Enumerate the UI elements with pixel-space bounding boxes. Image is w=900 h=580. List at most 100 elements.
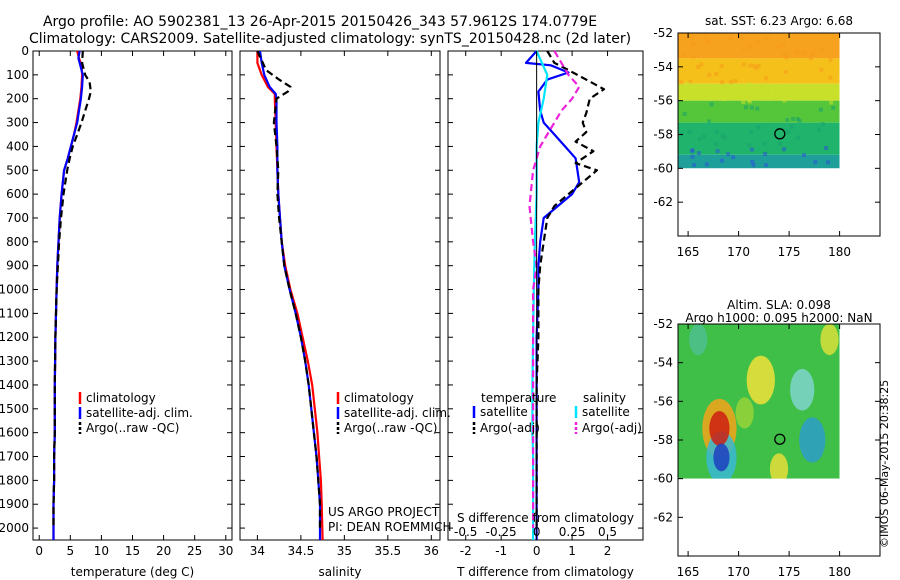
sst-pixel xyxy=(681,53,686,58)
sst-pixel xyxy=(826,160,831,165)
legend-label: Argo(..raw -QC) xyxy=(86,421,179,435)
x-tick-label: 20 xyxy=(156,544,171,558)
sst-pixel xyxy=(785,117,790,122)
x-tick-label: 1 xyxy=(568,544,576,558)
sst-pixel xyxy=(707,72,712,77)
profile-panels: 0 5 10 15 20 25 300100200300400500600700800900… xyxy=(0,44,644,579)
profile-panel-1: 0 5 10 15 20 25 300100200300400500600700800900… xyxy=(0,44,233,579)
sst-pixel xyxy=(696,65,701,70)
legend-label: Argo(-adj) xyxy=(480,421,540,435)
y-tick-label: -60 xyxy=(653,472,673,486)
sst-pixel xyxy=(714,142,719,147)
sst-pixel xyxy=(772,84,777,89)
sst-pixel xyxy=(719,64,724,69)
sst-pixel xyxy=(706,119,711,124)
series-line xyxy=(528,50,581,529)
sst-pixel xyxy=(731,155,736,160)
sst-pixel xyxy=(739,37,744,42)
s-tick-label: 0.5 xyxy=(598,525,617,539)
x-tick-label: 34 xyxy=(250,544,265,558)
y-tick-label: 1200 xyxy=(0,330,29,344)
x-tick-label: 180 xyxy=(828,245,851,259)
sst-pixel xyxy=(824,145,829,150)
x-tick-label: 35.5 xyxy=(374,544,401,558)
x-tick-label: 25 xyxy=(187,544,202,558)
sst-pixel xyxy=(741,62,746,67)
sla-anomaly xyxy=(709,411,730,446)
y-tick-label: 400 xyxy=(6,139,29,153)
sst-pixel xyxy=(782,98,787,103)
s-tick-label: 0.25 xyxy=(559,525,586,539)
sst-pixel xyxy=(766,96,771,101)
sst-pixel xyxy=(726,152,731,157)
y-tick-label: 1100 xyxy=(0,306,29,320)
legend-header-salinity: salinity xyxy=(583,391,626,405)
figure-title-line-2: Climatology: CARS2009. Satellite-adjuste… xyxy=(29,31,631,47)
sst-pixel xyxy=(703,33,708,38)
panel-frame xyxy=(239,50,441,541)
copyright-stamp: ©IMOS 06-May-2015 20:38:25 xyxy=(878,380,891,548)
x-tick-label: 0 xyxy=(35,544,43,558)
sst-pixel xyxy=(757,91,762,96)
series-line xyxy=(531,50,549,540)
series-line xyxy=(256,50,322,529)
sst-pixel xyxy=(682,111,687,116)
x-tick-label: 30 xyxy=(218,544,233,558)
sst-pixel xyxy=(748,63,753,68)
sst-pixel xyxy=(687,130,692,135)
y-tick-label: 700 xyxy=(6,211,29,225)
y-tick-label: 300 xyxy=(6,116,29,130)
sla-anomaly xyxy=(769,453,789,479)
y-tick-label: 1900 xyxy=(0,497,29,511)
series-line xyxy=(52,50,92,529)
sst-pixel xyxy=(686,81,691,86)
sst-pixel xyxy=(715,149,720,154)
sst-pixel xyxy=(714,71,719,76)
y-tick-label: -56 xyxy=(653,94,673,108)
legend-label: Argo(..raw -QC) xyxy=(344,421,437,435)
x-tick-label: 170 xyxy=(727,565,750,579)
map-panels: 165 170 175 180 -52 -54 -56 -58 -60 -62 sat. SST: … xyxy=(653,14,881,579)
sst-pixel xyxy=(699,62,704,67)
x-axis-label: T difference from climatology xyxy=(456,565,634,579)
sst-pixel xyxy=(817,87,822,92)
y-tick-label: 900 xyxy=(6,259,29,273)
sst-pixel xyxy=(770,86,775,91)
sla-anomaly xyxy=(799,417,826,463)
sst-pixel xyxy=(810,52,815,57)
sst-pixel xyxy=(722,97,727,102)
map-data xyxy=(678,33,840,169)
map-title: Altim. SLA: 0.098 xyxy=(727,298,831,312)
sla-anomaly xyxy=(820,324,839,356)
x-tick-label: 170 xyxy=(727,245,750,259)
y-tick-label: -62 xyxy=(653,195,673,209)
sst-pixel xyxy=(780,84,785,89)
s-tick-label: 0 xyxy=(533,525,541,539)
sst-pixel xyxy=(828,75,833,80)
sst-pixel xyxy=(808,56,813,61)
sst-pixel xyxy=(819,46,824,51)
sst-pixel xyxy=(702,134,707,139)
sst-pixel xyxy=(690,35,695,40)
argo-position-marker xyxy=(774,433,786,445)
y-tick-label: -62 xyxy=(653,510,673,524)
project-label: US ARGO PROJECT xyxy=(328,505,440,519)
x-tick-label: 2 xyxy=(604,544,612,558)
sst-pixel xyxy=(749,90,754,95)
y-tick-label: 1300 xyxy=(0,354,29,368)
y-tick-label: 1800 xyxy=(0,473,29,487)
sst-pixel xyxy=(784,55,789,60)
sst-pixel xyxy=(751,163,756,168)
map-subtitle: Argo h1000: 0.095 h2000: NaN xyxy=(685,311,872,325)
sst-pixel xyxy=(755,106,760,111)
sst-pixel xyxy=(831,105,836,110)
sst-pixel xyxy=(690,148,695,153)
sst-pixel xyxy=(802,153,807,158)
sst-pixel xyxy=(828,57,833,62)
x-tick-label: 5 xyxy=(66,544,74,558)
legend-label: Argo(-adj) xyxy=(582,421,642,435)
sst-pixel xyxy=(696,151,701,156)
sst-pixel xyxy=(709,102,714,107)
figure-title-line-1: Argo profile: AO 5902381_13 26-Apr-2015 … xyxy=(43,14,597,30)
